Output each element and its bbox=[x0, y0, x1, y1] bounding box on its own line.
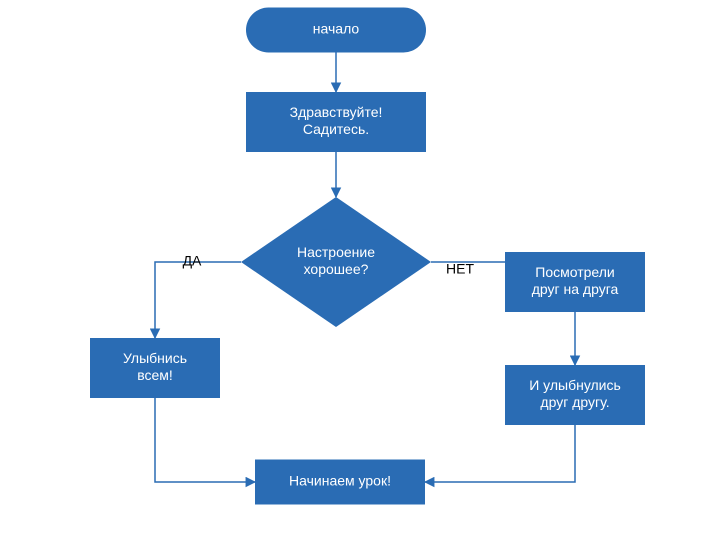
node-start-text-0: начало bbox=[313, 21, 360, 37]
label-no: НЕТ bbox=[446, 261, 474, 277]
node-smile2-text-1: друг другу. bbox=[540, 394, 609, 410]
label-yes: ДА bbox=[183, 253, 202, 269]
flowchart-canvas: начало Здравствуйте!Садитесь. Настроениехо… bbox=[0, 0, 720, 540]
node-greet-text-0: Здравствуйте! bbox=[290, 104, 383, 120]
node-decision-text-0: Настроение bbox=[297, 244, 375, 260]
node-look: Посмотрелидруг на друга bbox=[505, 252, 645, 312]
node-look-text-0: Посмотрели bbox=[535, 264, 614, 280]
node-smile: Улыбнисьвсем! bbox=[90, 338, 220, 398]
node-start: начало bbox=[246, 8, 426, 53]
node-smile-text-1: всем! bbox=[137, 367, 173, 383]
node-greet: Здравствуйте!Садитесь. bbox=[246, 92, 426, 152]
node-decision-text-1: хорошее? bbox=[304, 261, 369, 277]
node-begin: Начинаем урок! bbox=[255, 460, 425, 505]
node-greet-text-1: Садитесь. bbox=[303, 121, 369, 137]
edge-2 bbox=[155, 262, 241, 338]
node-smile2: И улыбнулисьдруг другу. bbox=[505, 365, 645, 425]
node-begin-text-0: Начинаем урок! bbox=[289, 473, 391, 489]
edge-5 bbox=[155, 398, 255, 482]
node-look-text-1: друг на друга bbox=[532, 281, 619, 297]
edge-6 bbox=[425, 425, 575, 482]
node-decision: Настроениехорошее? bbox=[241, 197, 431, 327]
node-smile2-text-0: И улыбнулись bbox=[529, 377, 621, 393]
node-smile-text-0: Улыбнись bbox=[123, 350, 187, 366]
